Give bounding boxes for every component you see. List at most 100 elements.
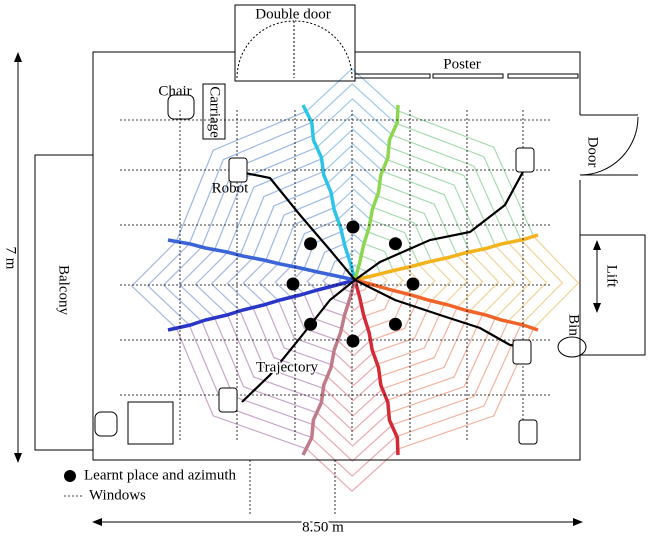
contour — [456, 254, 484, 309]
contour — [316, 412, 390, 447]
robot-icon — [228, 157, 248, 183]
contour — [309, 436, 396, 477]
region-boundary — [301, 279, 357, 456]
contour — [385, 158, 484, 250]
contour — [380, 273, 388, 288]
contour — [357, 267, 369, 278]
place-dot — [388, 237, 402, 251]
legend-label: Learnt place and azimuth — [84, 467, 237, 483]
contour — [210, 254, 241, 312]
contour — [376, 194, 445, 259]
contour — [306, 448, 399, 493]
contour — [337, 339, 371, 357]
contour — [322, 274, 330, 288]
contour — [520, 239, 564, 326]
place-dot — [388, 317, 402, 331]
robot-icon — [515, 147, 535, 173]
contour — [364, 290, 394, 317]
contour — [379, 307, 458, 378]
contour — [395, 122, 522, 240]
place-dot — [346, 334, 360, 348]
contour — [239, 310, 325, 390]
contour — [337, 203, 371, 221]
contour — [370, 296, 420, 341]
contour — [214, 317, 318, 414]
contour — [290, 219, 338, 267]
contour — [277, 207, 335, 264]
contour — [188, 122, 311, 245]
contour — [330, 173, 378, 196]
contour — [392, 270, 404, 291]
contour — [333, 188, 375, 209]
region-boundary — [301, 104, 357, 281]
contour — [347, 303, 362, 311]
contour — [340, 218, 368, 233]
contour — [367, 231, 407, 268]
dimension-label: 7 m — [3, 247, 19, 270]
contour — [306, 67, 399, 112]
robot-icon — [218, 387, 238, 413]
contour — [344, 233, 365, 245]
contour — [328, 255, 349, 275]
legend-dot — [64, 470, 76, 482]
contour — [373, 300, 433, 353]
contour — [194, 251, 228, 315]
label: Poster — [443, 56, 481, 72]
contour — [277, 300, 335, 353]
contour — [175, 328, 307, 450]
contour — [341, 283, 352, 293]
contour — [316, 243, 345, 272]
trajectory — [354, 167, 526, 281]
dimension-label: 8.50 m — [302, 519, 344, 535]
label: Chair — [158, 83, 191, 99]
label: Bin — [566, 314, 582, 336]
contour — [178, 249, 216, 319]
contour — [309, 83, 396, 124]
contour — [146, 243, 190, 326]
contour — [385, 314, 484, 402]
contour — [323, 143, 384, 172]
trajectories — [218, 147, 538, 445]
legend-label: Windows — [89, 487, 146, 503]
place-dot — [304, 317, 318, 331]
contour — [242, 260, 267, 305]
contour — [382, 310, 471, 390]
contour — [239, 170, 325, 256]
contour — [320, 400, 387, 432]
region-boundary — [167, 278, 356, 332]
label: Carriage — [207, 86, 223, 138]
contour — [398, 110, 535, 237]
contour — [418, 264, 436, 298]
contour — [347, 249, 362, 257]
contour — [533, 236, 580, 329]
place-dot — [286, 277, 300, 291]
region-boundary — [353, 279, 400, 456]
contour — [323, 388, 384, 417]
contour — [175, 110, 307, 242]
contour — [344, 315, 365, 327]
label: Robot — [212, 180, 250, 196]
contour — [265, 194, 332, 261]
walls — [34, 4, 646, 515]
contour — [290, 297, 338, 341]
label: Balcony — [56, 265, 72, 315]
contour — [226, 257, 254, 309]
place-dot — [304, 237, 318, 251]
contour — [482, 248, 516, 315]
contour — [431, 260, 452, 302]
region-boundary — [354, 233, 539, 282]
contour — [252, 307, 328, 378]
contour — [252, 182, 328, 259]
contour — [392, 134, 509, 244]
contour — [392, 321, 509, 426]
contour — [327, 158, 381, 184]
contour — [226, 158, 321, 253]
contour — [258, 263, 279, 302]
contour — [265, 303, 332, 366]
label: Double door — [255, 6, 330, 22]
contour — [316, 290, 345, 317]
contour — [370, 219, 420, 265]
contour — [313, 424, 393, 462]
contour — [341, 267, 352, 278]
